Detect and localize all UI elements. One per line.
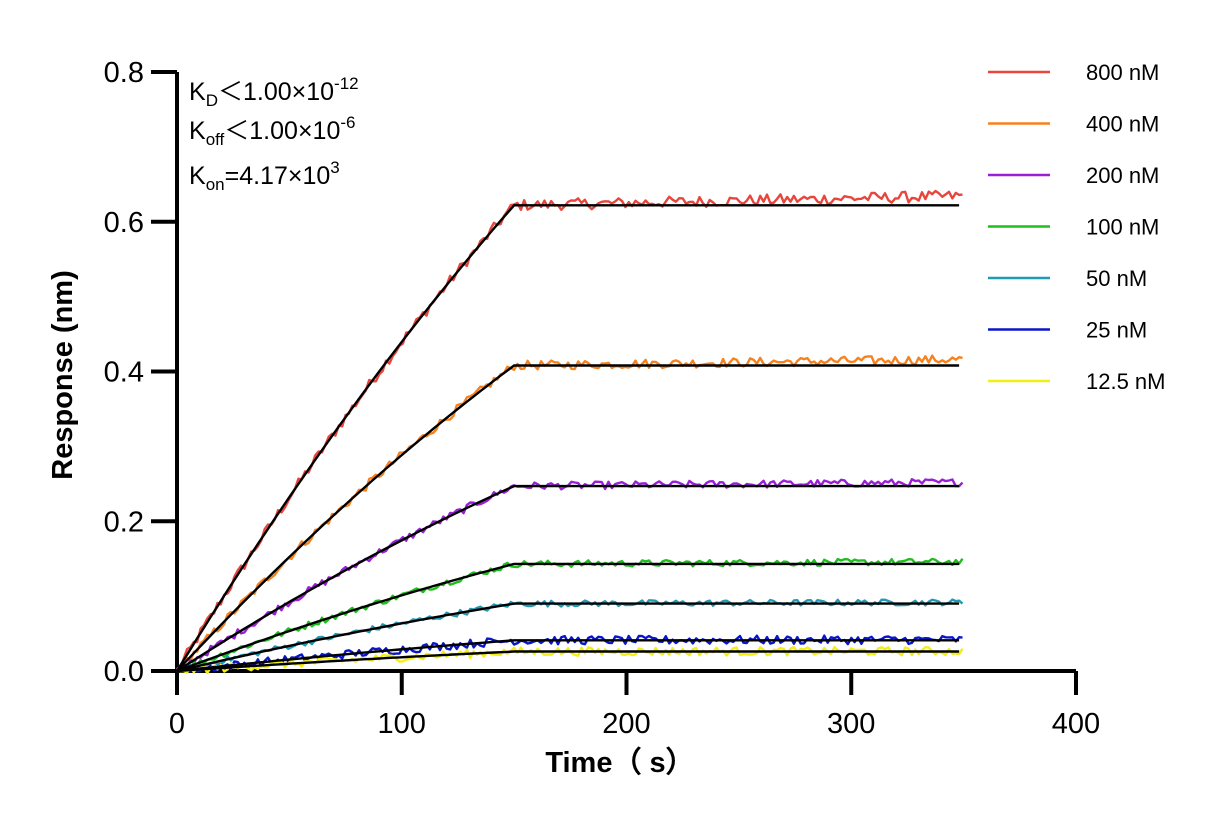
fit-line [175,204,960,672]
legend: 800 nM 400 nM 200 nM 100 nM 50 nM 25 nM 12.5 n… [988,60,1166,394]
y-axis-title: Response (nm) [47,270,79,479]
legend-label: 50 nM [1086,266,1147,291]
y-tick-label: 0.2 [104,506,144,538]
x-tick-label: 0 [169,708,185,740]
series-layer [176,189,964,675]
fit-line [176,364,960,672]
x-tick-label: 400 [1052,708,1100,740]
kd-annotation: KD＜1.00×10-12 [189,74,359,110]
y-axis-ticks: 0.0 0.2 0.4 0.6 0.8 [104,57,177,688]
kinetic-constants-annotation: KD＜1.00×10-12 Koff＜1.00×10-6 Kon=4.17×10… [189,74,359,194]
fit-line [176,562,960,673]
fit-line [176,484,960,673]
series-line [176,598,964,673]
koff-annotation: Koff＜1.00×10-6 [189,113,355,149]
x-axis-title: Time（ s） [545,746,694,779]
y-tick-label: 0.0 [104,656,144,688]
legend-label: 12.5 nM [1086,369,1166,394]
fit-line [176,639,960,673]
legend-label: 800 nM [1086,60,1159,85]
x-tick-label: 300 [827,708,875,740]
series-line [177,557,964,673]
y-tick-label: 0.4 [104,357,144,389]
y-tick-label: 0.6 [104,207,144,239]
x-tick-label: 100 [378,708,426,740]
x-axis-ticks: 0 100 200 300 400 [169,671,1100,740]
fit-line [176,650,960,673]
kon-annotation: Kon=4.17×103 [189,158,340,194]
x-tick-label: 200 [602,708,650,740]
fit-curves-layer [175,204,960,673]
legend-label: 100 nM [1086,215,1159,240]
legend-label: 400 nM [1086,112,1159,137]
fit-line [176,602,960,673]
legend-label: 25 nM [1086,318,1147,343]
series-line [176,354,963,673]
series-line [176,478,964,671]
legend-label: 200 nM [1086,163,1159,188]
y-tick-label: 0.8 [104,57,144,89]
